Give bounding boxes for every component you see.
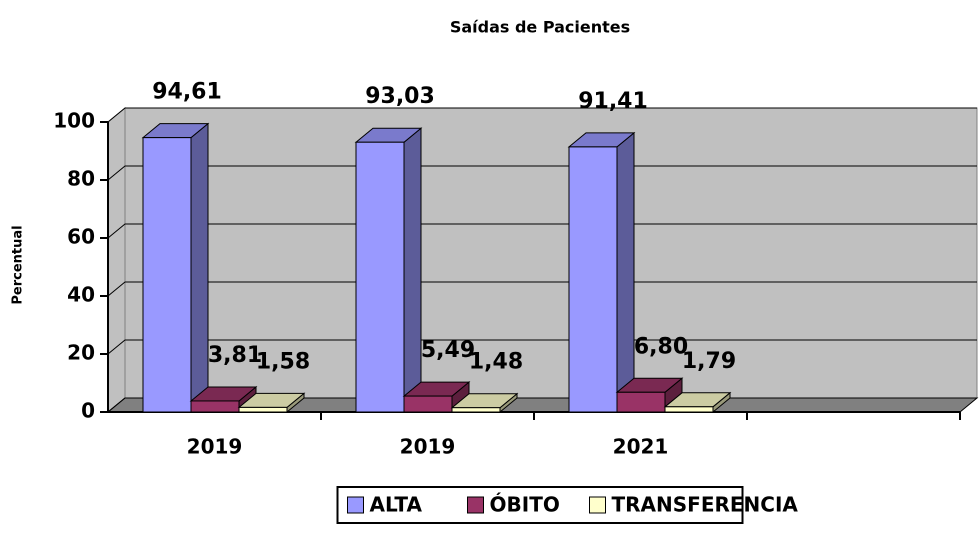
value-label: 6,80 [634, 334, 688, 359]
chart-title: Saídas de Pacientes [450, 18, 630, 37]
y-tick-label: 100 [53, 109, 95, 133]
y-tick-label: 0 [81, 399, 95, 423]
side-wall [107, 106, 126, 414]
legend-label: ÓBITO [490, 493, 560, 517]
grid-line [107, 223, 977, 239]
bar [567, 131, 636, 414]
bar-front [355, 141, 405, 413]
bar-front [238, 406, 288, 413]
x-tick-label: 2021 [613, 435, 669, 459]
value-label: 1,48 [469, 350, 523, 375]
bar [663, 391, 732, 414]
bar-front [403, 395, 453, 413]
y-tick-label: 60 [67, 225, 95, 249]
bar-front [664, 406, 714, 413]
bar [402, 381, 471, 414]
bar [354, 127, 423, 414]
bar [141, 122, 210, 414]
y-tick-label: 40 [67, 283, 95, 307]
legend-swatch [589, 496, 606, 514]
value-label: 5,49 [421, 338, 475, 363]
bar-side [403, 127, 422, 414]
value-label: 93,03 [365, 84, 435, 109]
bar-front [142, 137, 192, 413]
grid-line [107, 107, 977, 123]
bar-front [616, 391, 666, 413]
legend-label: ALTA [370, 493, 423, 517]
y-tick-label: 20 [67, 341, 95, 365]
value-label: 3,81 [208, 343, 262, 368]
grid-line [107, 339, 977, 355]
legend-swatch [467, 496, 484, 514]
legend-box [336, 486, 744, 524]
value-label: 94,61 [152, 80, 222, 105]
bar [450, 392, 519, 414]
grid-line [107, 165, 977, 181]
value-label: 1,58 [256, 349, 310, 374]
legend-label: TRANSFERENCIA [612, 493, 799, 517]
value-label: 91,41 [578, 89, 648, 114]
value-label: 1,79 [682, 349, 736, 374]
grid-line [107, 281, 977, 297]
x-tick-label: 2019 [400, 435, 456, 459]
y-tick-label: 80 [67, 167, 95, 191]
bar-front [568, 146, 618, 413]
legend-swatch [347, 496, 364, 514]
bar-side [616, 131, 635, 414]
bar-front [190, 400, 240, 413]
y-axis-label: Percentual [11, 225, 26, 304]
bar-front [451, 407, 501, 413]
x-tick-label: 2019 [187, 435, 243, 459]
bar [237, 392, 306, 414]
bar-side [190, 122, 209, 414]
